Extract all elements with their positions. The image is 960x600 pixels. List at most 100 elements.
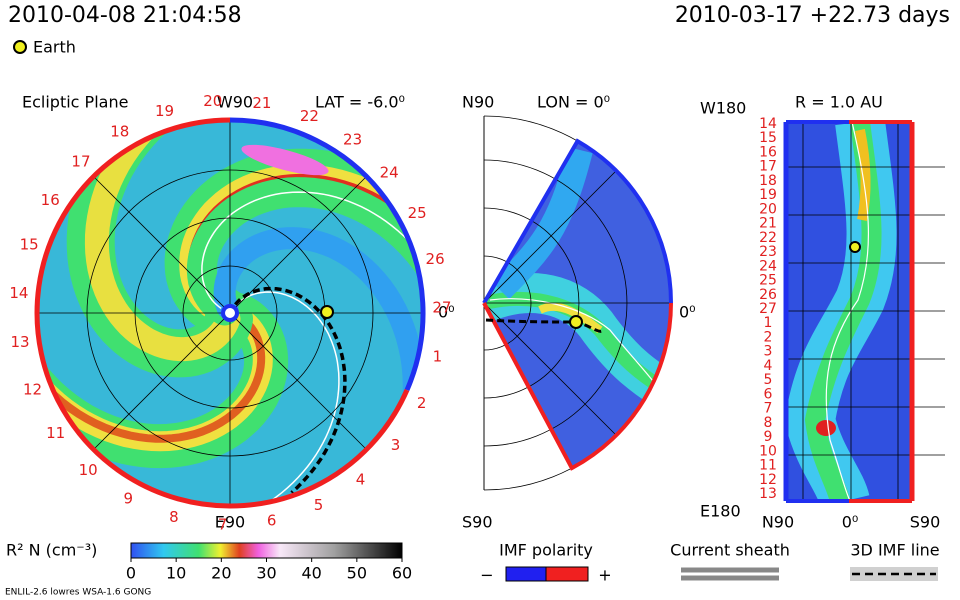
- colorbar-tick-label: 60: [392, 564, 412, 583]
- rotation-label: 8: [169, 508, 179, 526]
- datetime: 2010-04-08 21:04:58: [8, 3, 242, 28]
- lon-label: LON = 0⁰: [537, 93, 610, 112]
- rotation-label: 14: [9, 284, 28, 302]
- rotation-label: 13: [11, 333, 30, 351]
- mer-bottom-label: S90: [462, 513, 493, 532]
- rotation-label: 7: [764, 401, 773, 417]
- mer-top-label: N90: [462, 93, 494, 112]
- rotation-label: 10: [79, 461, 98, 479]
- ecliptic-plot: [34, 117, 426, 509]
- rotation-label: 10: [759, 443, 777, 459]
- rotation-label: 1: [764, 315, 773, 331]
- rad-center-label: 0⁰: [842, 513, 859, 532]
- rad-right-label: S90: [910, 513, 941, 532]
- rotation-label: 22: [300, 107, 319, 125]
- ecliptic-title: Ecliptic Plane: [22, 93, 128, 112]
- rotation-label: 27: [432, 299, 451, 317]
- rotation-label: 6: [764, 386, 773, 402]
- rotation-label: 3: [391, 436, 401, 454]
- imf-line: 3D IMF line: [850, 541, 939, 560]
- rotation-label: 14: [759, 116, 777, 132]
- rotation-label: 23: [343, 131, 362, 149]
- polarity-neg: [505, 566, 547, 582]
- rotation-label: 12: [23, 381, 42, 399]
- radial-plot: [783, 120, 945, 503]
- bottom-label: E90: [215, 513, 245, 532]
- earth-icon: [13, 40, 27, 54]
- colorbar-tick-label: 30: [256, 564, 276, 583]
- colorbar-tick-label: 0: [126, 564, 136, 583]
- mer-right-label: 0⁰: [679, 303, 696, 322]
- colorbar-tick-label: 10: [166, 564, 186, 583]
- rotation-label: 24: [759, 258, 777, 274]
- rotation-label: 12: [759, 472, 777, 488]
- rotation-label: 15: [20, 236, 39, 254]
- rotation-label: 19: [759, 187, 777, 203]
- rotation-label: 8: [764, 415, 773, 431]
- rotation-label: 11: [46, 424, 65, 442]
- right-label: 0⁰: [438, 303, 455, 322]
- rotation-label: 20: [759, 201, 777, 217]
- rotation-label: 2: [417, 394, 427, 412]
- spiral-band: [84, 120, 308, 362]
- spiral-band: [37, 217, 266, 443]
- rotation-label: 21: [252, 94, 271, 112]
- colorbar-tick-label: 50: [347, 564, 367, 583]
- rotation-label: 16: [41, 191, 60, 209]
- rotation-label: 11: [759, 458, 777, 474]
- rotation-label: 21: [759, 216, 777, 232]
- rotation-label: 9: [124, 490, 134, 508]
- r-label: R = 1.0 AU: [795, 93, 883, 112]
- grid-radial: [483, 302, 617, 436]
- top-label: W90: [217, 93, 253, 112]
- rotation-label: 19: [155, 102, 174, 120]
- rotation-label: 26: [426, 250, 445, 268]
- rotation-label: 24: [380, 163, 399, 181]
- rotation-label: 25: [759, 273, 777, 289]
- grid-radial: [483, 170, 617, 304]
- rotation-label: 18: [759, 173, 777, 189]
- rotation-label: 5: [764, 372, 773, 388]
- sector-boundary: [201, 191, 421, 309]
- rotation-label: 15: [759, 130, 777, 146]
- polarity-plus: +: [598, 566, 611, 585]
- rotation-label: 4: [356, 471, 366, 489]
- footer: ENLIL-2.6 lowres WSA-1.6 GONG: [5, 588, 151, 598]
- imf-field-line: [234, 286, 347, 494]
- current-sheath: Current sheath: [670, 541, 790, 560]
- rotation-label: 3: [764, 344, 773, 360]
- rotation-label: 9: [764, 429, 773, 445]
- colorbar-label: R² N (cm⁻³): [6, 541, 97, 560]
- rotation-label: 23: [759, 244, 777, 260]
- rad-top-label: W180: [700, 99, 746, 118]
- polarity-minus: −: [480, 566, 493, 585]
- earth-legend: Earth: [33, 38, 76, 57]
- colorbar-tick-label: 20: [211, 564, 231, 583]
- polarity-pos: [545, 566, 589, 582]
- density-peak: [241, 144, 329, 176]
- rotation-label: 20: [203, 92, 222, 110]
- rad-left-label: N90: [762, 513, 794, 532]
- meridional-plot: [482, 115, 673, 491]
- rotation-label: 16: [759, 144, 777, 160]
- rotation-label: 1: [433, 348, 443, 366]
- rotation-label: 25: [408, 204, 427, 222]
- rad-bottom-label: E180: [700, 502, 741, 521]
- reference: 2010-03-17 +22.73 days: [675, 3, 950, 28]
- rotation-label: 17: [71, 153, 90, 171]
- rotation-label: 4: [764, 358, 773, 374]
- colorbar-tick-label: 40: [301, 564, 321, 583]
- rotation-label: 18: [110, 122, 129, 140]
- lat-label: LAT = -6.0⁰: [315, 93, 405, 112]
- rotation-label: 7: [218, 515, 228, 533]
- rotation-label: 22: [759, 230, 777, 246]
- colorbar: [130, 542, 403, 559]
- imf-polarity: IMF polarity: [499, 541, 593, 560]
- rotation-label: 2: [764, 329, 773, 345]
- rotation-label: 13: [759, 486, 777, 502]
- sector-boundary: [235, 291, 340, 506]
- rotation-label: 17: [759, 159, 777, 175]
- rotation-label: 5: [314, 496, 324, 514]
- rotation-label: 26: [759, 287, 777, 303]
